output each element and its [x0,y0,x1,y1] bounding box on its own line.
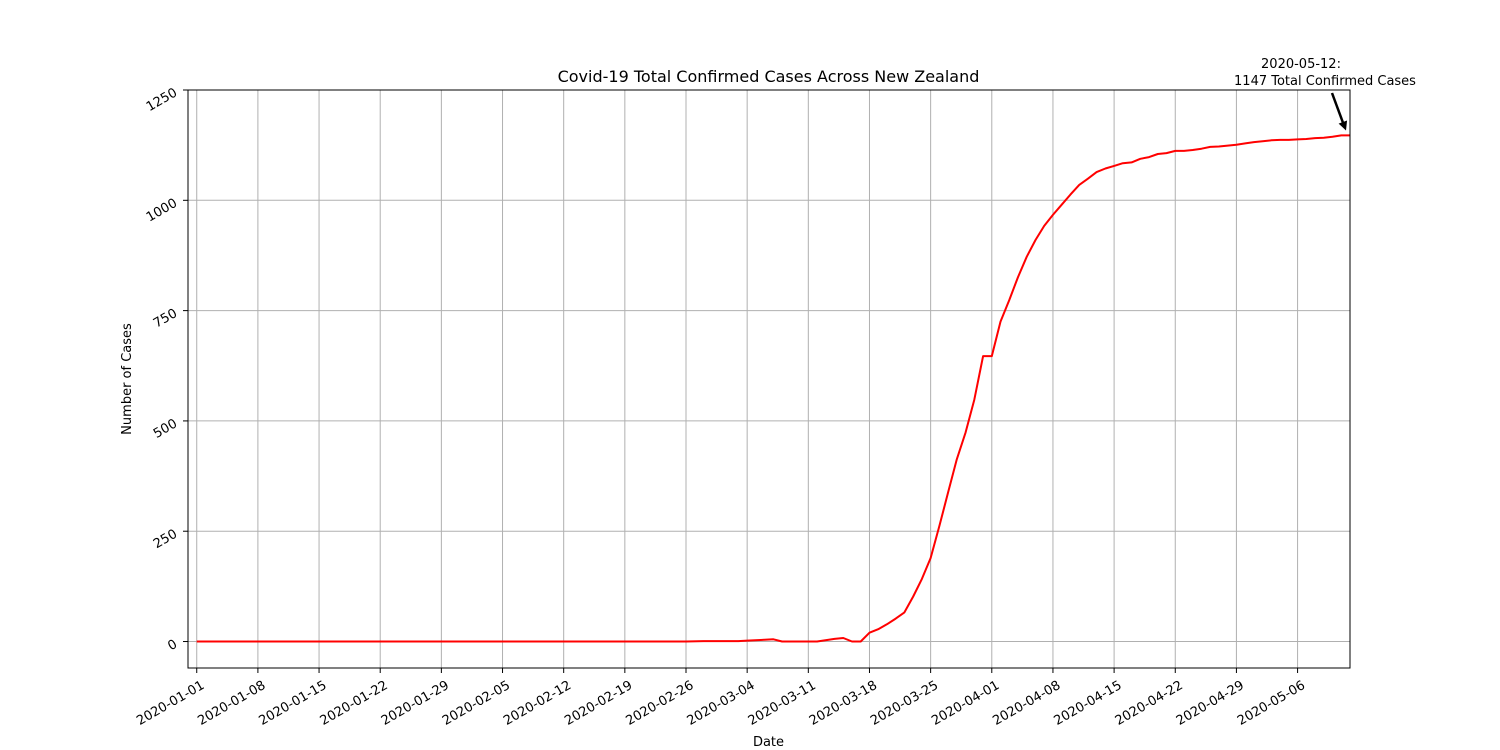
x-tick-label: 2020-03-04 [685,678,758,729]
y-tick-label: 1000 [144,196,180,226]
axis-ticks: 2020-01-012020-01-082020-01-152020-01-22… [134,85,1308,728]
x-tick-label: 2020-04-01 [929,678,1002,729]
x-tick-label: 2020-02-19 [562,678,635,729]
series-layer [196,134,1350,643]
x-axis-label: Date [753,735,784,750]
y-tick-label: 500 [151,416,180,441]
annotation-text: 1147 Total Confirmed Cases [1234,74,1416,89]
x-tick-label: 2020-02-26 [623,678,696,729]
y-tick-label: 750 [151,306,180,331]
x-tick-label: 2020-03-11 [746,678,819,729]
annotation: 2020-05-12: 1147 Total Confirmed Cases [1234,57,1416,131]
x-tick-label: 2020-01-08 [195,678,268,729]
series-line [196,134,1350,643]
y-axis-label: Number of Cases [120,323,135,435]
x-tick-label: 2020-04-08 [990,678,1063,729]
x-tick-label: 2020-05-06 [1235,678,1308,729]
grid-lines [188,89,1350,668]
x-tick-label: 2020-01-22 [318,678,391,729]
x-tick-label: 2020-02-05 [440,678,513,729]
x-tick-label: 2020-02-12 [501,678,574,729]
x-tick-label: 2020-04-15 [1052,678,1125,729]
annotation-arrow-shaft [1330,92,1346,126]
y-tick-label: 250 [151,527,180,552]
y-tick-label: 1250 [144,85,180,115]
x-tick-label: 2020-01-01 [134,678,207,729]
annotation-date: 2020-05-12: [1261,57,1341,72]
x-tick-label: 2020-04-22 [1113,678,1186,729]
x-tick-label: 2020-01-29 [379,678,452,729]
y-tick-label: 0 [165,637,180,654]
annotation-arrow-head [1338,120,1348,131]
x-tick-label: 2020-01-15 [257,678,330,729]
x-tick-label: 2020-04-29 [1174,678,1247,729]
x-tick-label: 2020-03-25 [868,678,941,729]
chart-title: Covid-19 Total Confirmed Cases Across Ne… [558,67,980,86]
x-tick-label: 2020-03-18 [807,678,880,729]
plot-frame [187,89,1351,669]
